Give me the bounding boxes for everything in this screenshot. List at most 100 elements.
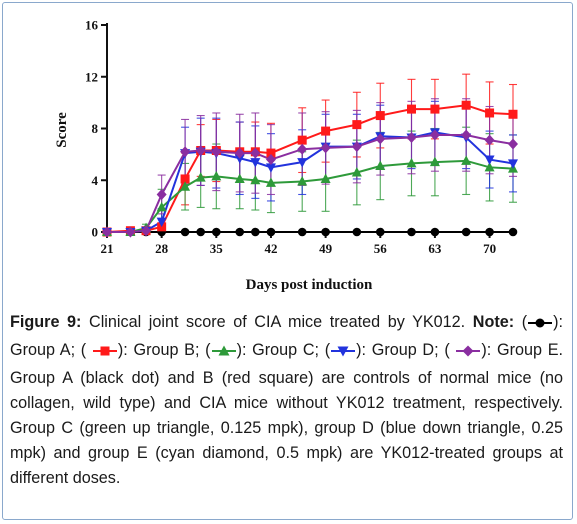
data-point-group-d: [508, 159, 518, 169]
data-point-group-c: [195, 172, 206, 182]
data-point-group-b: [180, 174, 190, 184]
note-label: Note:: [472, 313, 515, 331]
data-point-group-c: [320, 173, 331, 183]
legend-item-a: ): Group A; (: [10, 313, 564, 359]
legend-triangle-down-icon: [330, 341, 356, 366]
data-point-group-e: [141, 225, 152, 237]
data-point-group-b: [321, 126, 331, 136]
series-line-group-b: [106, 104, 514, 233]
data-point-group-c: [484, 161, 495, 172]
series-line-group-c: [107, 159, 514, 233]
data-point-group-b: [266, 148, 276, 158]
data-point-group-b: [375, 111, 385, 121]
data-point-group-e: [195, 144, 206, 156]
y-tick-label: 0: [92, 225, 99, 240]
data-point-group-c: [234, 173, 245, 183]
data-point-group-e: [265, 154, 276, 166]
legend-item-b: ): Group B; (: [117, 341, 211, 359]
data-point-group-a: [375, 227, 385, 237]
data-point-group-c: [461, 155, 472, 165]
data-point-group-e: [429, 129, 440, 141]
x-tick-label: 21: [101, 241, 114, 256]
legend-diamond-icon: [455, 341, 481, 366]
x-tick-label: 42: [264, 241, 277, 256]
y-axis-title: Score: [54, 112, 70, 148]
series-line-group-e: [107, 133, 514, 233]
x-axis-title: Days post induction: [246, 277, 373, 293]
data-point-group-c: [351, 166, 362, 177]
figure-label: Figure 9:: [10, 313, 82, 331]
data-point-group-a: [461, 227, 471, 237]
data-point-group-a: [297, 227, 307, 237]
data-point-group-e: [375, 133, 386, 145]
data-point-group-c: [180, 181, 191, 191]
data-point-group-d: [484, 155, 495, 166]
data-point-group-e: [102, 226, 112, 238]
data-point-group-a: [485, 227, 494, 237]
data-point-group-c: [375, 160, 386, 171]
y-tick-label: 4: [92, 173, 99, 188]
data-point-group-c: [406, 157, 417, 168]
x-tick-label: 63: [428, 241, 442, 256]
data-point-group-b: [407, 104, 416, 114]
data-point-group-a: [321, 227, 330, 237]
y-tick-label: 16: [85, 18, 99, 33]
legend-item-d: ): Group D; (: [356, 341, 450, 359]
figure-frame: [2, 2, 573, 520]
data-point-group-e: [211, 146, 222, 158]
data-point-group-e: [461, 129, 472, 141]
chart-svg: 0 4 8 12 16 21 28 35 42 49 56 63 70 Score Days post …: [54, 18, 518, 293]
data-point-group-e: [156, 188, 167, 200]
data-point-group-a: [196, 227, 205, 237]
data-point-group-a: [430, 227, 440, 237]
x-tick-label: 49: [319, 241, 333, 256]
data-point-group-e: [320, 142, 331, 154]
data-point-group-e: [484, 134, 495, 146]
data-point-group-c: [250, 174, 261, 185]
legend-item-e: ): Group E.: [481, 341, 563, 359]
data-point-group-e: [234, 147, 245, 159]
data-point-group-a: [180, 227, 190, 237]
caption-body: Group A (black dot) and B (red square) a…: [10, 369, 563, 487]
data-point-group-a: [407, 227, 416, 237]
data-point-group-e: [406, 132, 417, 144]
data-point-group-d: [234, 154, 245, 164]
data-point-group-c: [429, 156, 440, 167]
data-point-group-d: [265, 163, 276, 173]
figure-caption: Figure 9: Clinical joint score of CIA mi…: [10, 313, 564, 487]
legend-item-c: ): Group C; (: [236, 341, 331, 359]
data-point-group-b: [352, 120, 362, 130]
y-tick-label: 12: [85, 69, 98, 84]
data-point-group-e: [180, 146, 191, 158]
data-point-group-e: [508, 138, 518, 150]
data-point-group-b: [297, 135, 307, 145]
data-point-group-e: [297, 143, 308, 155]
data-point-group-a: [235, 227, 245, 237]
data-point-group-e: [250, 147, 261, 159]
data-point-group-c: [265, 177, 276, 187]
data-point-group-a: [212, 227, 221, 237]
data-point-group-c: [156, 201, 167, 212]
data-point-group-b: [461, 100, 471, 110]
data-point-group-a: [352, 227, 362, 237]
data-point-group-d: [156, 217, 167, 228]
data-point-group-a: [266, 227, 276, 237]
x-tick-label: 28: [155, 241, 169, 256]
data-point-group-d: [250, 158, 261, 168]
legend-triangle-up-icon: [211, 341, 237, 366]
data-point-group-c: [297, 176, 308, 186]
data-point-group-d: [297, 158, 308, 168]
plot-area: 0 4 8 12 16 21 28 35 42 49 56 63 70: [85, 18, 518, 256]
data-point-group-b: [430, 104, 440, 114]
data-point-group-b: [485, 108, 495, 118]
x-tick-label: 70: [483, 241, 496, 256]
legend-square-icon: [92, 341, 118, 366]
y-tick-label: 8: [92, 121, 99, 136]
data-point-group-c: [211, 170, 222, 181]
data-point-group-b: [508, 109, 518, 119]
x-tick-label: 35: [210, 241, 224, 256]
x-tick-label: 56: [374, 241, 388, 256]
data-point-group-e: [351, 141, 362, 153]
data-point-group-e: [125, 226, 136, 238]
legend-circle-icon: [527, 313, 553, 338]
